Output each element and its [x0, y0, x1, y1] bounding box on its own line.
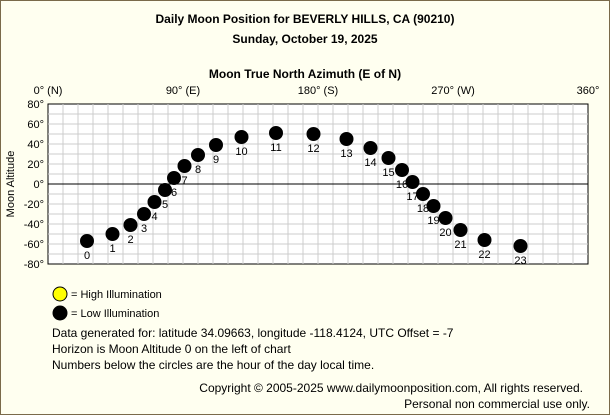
y-tick-label: 60° — [27, 119, 44, 131]
hour-label: 2 — [127, 234, 133, 246]
moon-position-point — [405, 175, 420, 189]
moon-position-point — [234, 130, 249, 144]
moon-position-point — [513, 239, 528, 253]
hour-label: 12 — [307, 143, 319, 155]
moon-position-point — [306, 127, 321, 141]
moon-position-point — [209, 138, 223, 152]
hour-label: 22 — [478, 249, 490, 261]
moon-position-point — [158, 183, 172, 197]
legend-low-label: = Low Illumination — [71, 308, 159, 320]
y-tick-label: 40° — [27, 139, 44, 151]
moon-position-point — [80, 234, 94, 248]
hour-label: 9 — [213, 154, 219, 166]
hour-label: 0 — [84, 250, 90, 262]
hour-label: 15 — [382, 167, 394, 179]
moon-position-point — [123, 218, 138, 232]
hour-label: 5 — [162, 199, 168, 211]
x-axis-label: Moon True North Azimuth (E of N) — [209, 67, 401, 81]
note-hours: Numbers below the circles are the hour o… — [52, 358, 374, 372]
hour-label: 8 — [195, 164, 201, 176]
moon-position-point — [416, 187, 430, 201]
hour-label: 18 — [417, 203, 429, 215]
chart-title: Daily Moon Position for BEVERLY HILLS, C… — [156, 12, 455, 26]
hour-label: 6 — [171, 187, 177, 199]
hour-label: 3 — [141, 223, 147, 235]
legend-low-swatch — [52, 305, 68, 321]
y-tick-labels: 80° 60° 40° 20° 0° -20° -40° -60° -80° — [24, 99, 44, 271]
hour-label: 13 — [340, 148, 352, 160]
moon-position-point — [177, 159, 192, 173]
moon-position-point — [105, 227, 120, 241]
hour-label: 1 — [109, 243, 115, 255]
x-tick-label: 360° — [577, 85, 600, 97]
moon-position-point — [147, 195, 162, 209]
y-tick-label: -40° — [24, 219, 44, 231]
hour-label: 17 — [406, 191, 418, 203]
x-tick-labels: 0° (N) 90° (E) 180° (S) 270° (W) 360° — [34, 85, 600, 97]
moon-position-point — [426, 199, 441, 213]
x-tick-label: 270° (W) — [431, 85, 475, 97]
note-horizon: Horizon is Moon Altitude 0 on the left o… — [52, 342, 291, 356]
y-tick-label: 20° — [27, 159, 44, 171]
copyright-line: Copyright © 2005-2025 www.dailymoonposit… — [199, 381, 583, 395]
moon-position-point — [339, 132, 354, 146]
y-tick-label: 80° — [27, 99, 44, 111]
x-tick-label: 0° (N) — [34, 85, 63, 97]
y-tick-label: -60° — [24, 239, 44, 251]
x-tick-label: 90° (E) — [166, 85, 200, 97]
legend: = High Illumination = Low Illumination — [52, 286, 162, 321]
hour-label: 21 — [454, 239, 466, 251]
y-tick-label: -80° — [24, 259, 44, 271]
moon-position-point — [269, 126, 283, 140]
y-axis-label: Moon Altitude — [5, 151, 17, 218]
hour-label: 16 — [396, 179, 408, 191]
moon-position-point — [438, 211, 453, 225]
legend-high-swatch — [52, 286, 68, 302]
hour-label: 23 — [514, 255, 526, 267]
moon-position-point — [381, 151, 396, 165]
hour-label: 10 — [235, 146, 247, 158]
moon-position-point — [167, 171, 181, 185]
hour-label: 19 — [427, 215, 439, 227]
y-tick-label: 0° — [33, 179, 44, 191]
x-tick-label: 180° (S) — [298, 85, 338, 97]
hour-label: 20 — [439, 227, 451, 239]
hour-label: 11 — [270, 142, 281, 154]
moon-position-point — [363, 141, 378, 155]
moon-position-point — [191, 148, 205, 162]
moon-position-point — [453, 223, 468, 237]
legend-high-label: = High Illumination — [71, 289, 162, 301]
hour-label: 14 — [364, 157, 376, 169]
usage-note: Personal non commercial use only. — [404, 397, 590, 411]
y-tick-label: -20° — [24, 199, 44, 211]
note-location: Data generated for: latitude 34.09663, l… — [52, 326, 454, 340]
moon-position-point — [137, 207, 151, 221]
chart-subtitle: Sunday, October 19, 2025 — [232, 32, 377, 46]
moon-position-point — [477, 233, 492, 247]
hour-label: 4 — [151, 211, 157, 223]
hour-label: 7 — [181, 175, 187, 187]
moon-position-point — [395, 163, 409, 177]
